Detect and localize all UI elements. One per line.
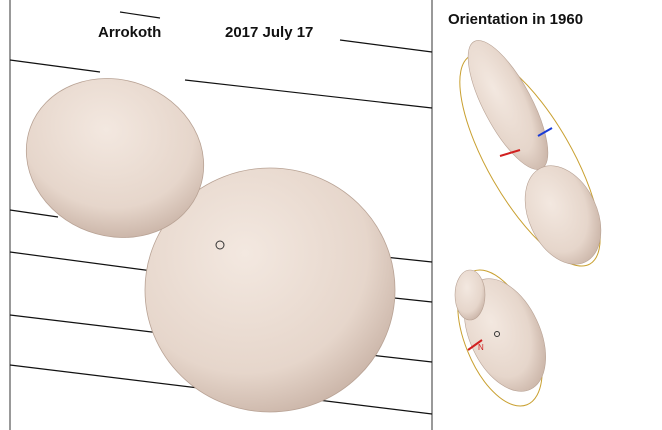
pole-label: N — [478, 343, 484, 352]
observation-date: 2017 July 17 — [225, 24, 313, 41]
object-name: Arrokoth — [98, 24, 161, 41]
figure: Arrokoth 2017 July 17 Orientation in 196… — [0, 0, 662, 430]
orientation-title: Orientation in 1960 — [448, 11, 583, 28]
page: Arrokoth 2017 July 17 Orientation in 196… — [0, 0, 662, 430]
lobe — [455, 270, 485, 320]
